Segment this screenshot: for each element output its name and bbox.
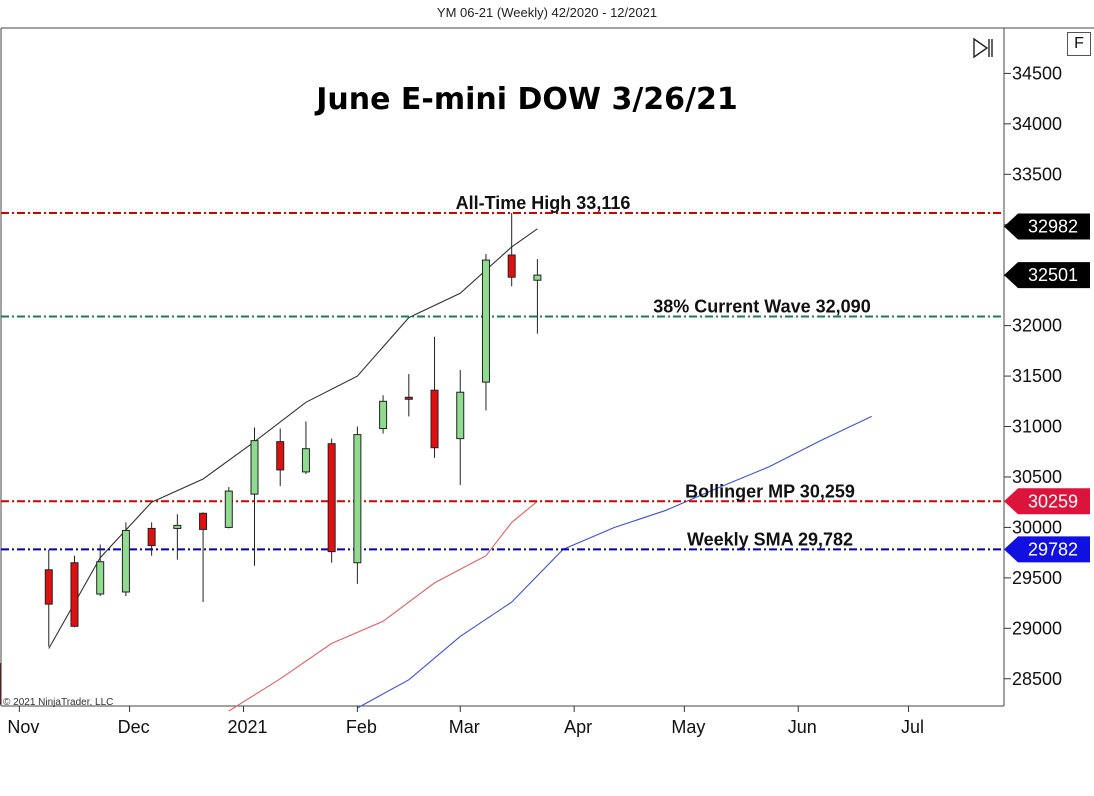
candle-body — [507, 254, 516, 278]
candle-body — [44, 569, 53, 605]
candle — [404, 374, 413, 417]
y-tick-label: 34000 — [1012, 114, 1062, 134]
sma-label: Weekly SMA 29,782 — [687, 529, 853, 549]
candle-body — [96, 561, 105, 595]
tag-text: 30259 — [1028, 491, 1078, 511]
x-tick-label: Jun — [788, 717, 817, 737]
y-axis: 28500 29000 29500 30000 30500 31000 31500 32000… — [1004, 63, 1062, 689]
candle-body — [301, 448, 310, 473]
bollinger-price-tag: 30259 — [1004, 488, 1090, 515]
y-tick-label: 30500 — [1012, 467, 1062, 487]
y-tick-label: 28500 — [1012, 669, 1062, 689]
indicator-curves — [48, 228, 872, 712]
ath-price-tag: 32982 — [1004, 213, 1090, 240]
tag-shape — [1004, 262, 1090, 289]
x-tick-label: Feb — [346, 717, 377, 737]
candle-body — [70, 562, 79, 627]
candle-body — [379, 400, 388, 430]
x-tick-label: 2021 — [227, 717, 267, 737]
tag-shape — [1004, 213, 1090, 240]
candle — [147, 522, 156, 556]
candle-body — [404, 396, 413, 400]
candle — [70, 555, 79, 628]
candle — [199, 512, 208, 603]
candle-body — [456, 391, 465, 440]
x-tick-label: Nov — [7, 717, 39, 737]
candle-body — [430, 389, 439, 449]
y-tick-label: 33500 — [1012, 164, 1062, 184]
y-tick-label: 31500 — [1012, 366, 1062, 386]
candle — [456, 370, 465, 486]
tag-text: 32982 — [1028, 217, 1078, 237]
candle — [507, 213, 516, 287]
candle — [96, 544, 105, 597]
horizontal-lines — [1, 212, 1004, 551]
chart-title: June E-mini DOW 3/26/21 — [314, 82, 737, 117]
x-axis: Nov Dec 2021 Feb Mar Apr May Jun Jul — [7, 706, 924, 737]
scroll-to-end-icon[interactable] — [972, 37, 994, 59]
ath-label: All-Time High 33,116 — [456, 193, 631, 213]
candle-body — [327, 443, 336, 553]
candle — [533, 259, 542, 334]
tag-shape — [1004, 488, 1090, 515]
candle — [173, 514, 182, 560]
weekly-sma-line — [357, 415, 872, 709]
candle — [250, 427, 259, 566]
y-tick-label: 30000 — [1012, 517, 1062, 537]
sma-price-tag: 29782 — [1004, 536, 1090, 563]
upper-band-line — [48, 228, 538, 649]
fib-label: 38% Current Wave 32,090 — [653, 297, 870, 317]
candle-body — [121, 529, 130, 593]
y-tick-label: 29500 — [1012, 568, 1062, 588]
candle-body — [250, 440, 259, 495]
candle-body — [481, 259, 490, 383]
y-tick-label: 32000 — [1012, 316, 1062, 336]
y-tick-label: 34500 — [1012, 63, 1062, 83]
tag-text: 29782 — [1028, 539, 1078, 559]
candle — [301, 421, 310, 474]
y-tick-label: 31000 — [1012, 417, 1062, 437]
candle — [379, 395, 388, 434]
x-tick-label: May — [671, 717, 705, 737]
candle-body — [276, 441, 285, 471]
price-tags: 32982 32501 30259 29782 — [1004, 213, 1090, 563]
y-tick-label: 29000 — [1012, 618, 1062, 638]
candle-body — [199, 512, 208, 530]
candle — [481, 254, 490, 411]
candle-body — [533, 274, 542, 281]
candle-body — [0, 663, 2, 705]
candle — [44, 549, 53, 647]
candle-body — [224, 490, 233, 528]
f-button[interactable]: F — [1067, 32, 1091, 56]
copyright-text: © 2021 NinjaTrader, LLC — [3, 697, 113, 708]
candle-body — [147, 527, 156, 547]
tag-shape — [1004, 536, 1090, 563]
candle-body — [173, 524, 182, 529]
candle — [276, 428, 285, 487]
candle — [224, 487, 233, 529]
candle — [327, 438, 336, 563]
window-title: YM 06-21 (Weekly) 42/2020 - 12/2021 — [436, 5, 658, 20]
tag-text: 32501 — [1028, 265, 1078, 285]
candle — [0, 663, 2, 705]
candlesticks — [0, 213, 542, 705]
x-tick-label: Apr — [564, 717, 592, 737]
x-tick-label: Dec — [118, 717, 150, 737]
candle-body — [353, 434, 362, 564]
middle-band-line — [228, 500, 538, 712]
x-tick-label: Jul — [901, 717, 924, 737]
annotation-labels: All-Time High 33,116 38% Current Wave 32,… — [456, 193, 871, 549]
x-tick-label: Mar — [449, 717, 480, 737]
current-price-tag: 32501 — [1004, 262, 1090, 289]
candle — [353, 426, 362, 584]
candle — [121, 522, 130, 597]
bollinger-label: Bollinger MP 30,259 — [685, 481, 855, 501]
candle — [430, 336, 439, 458]
